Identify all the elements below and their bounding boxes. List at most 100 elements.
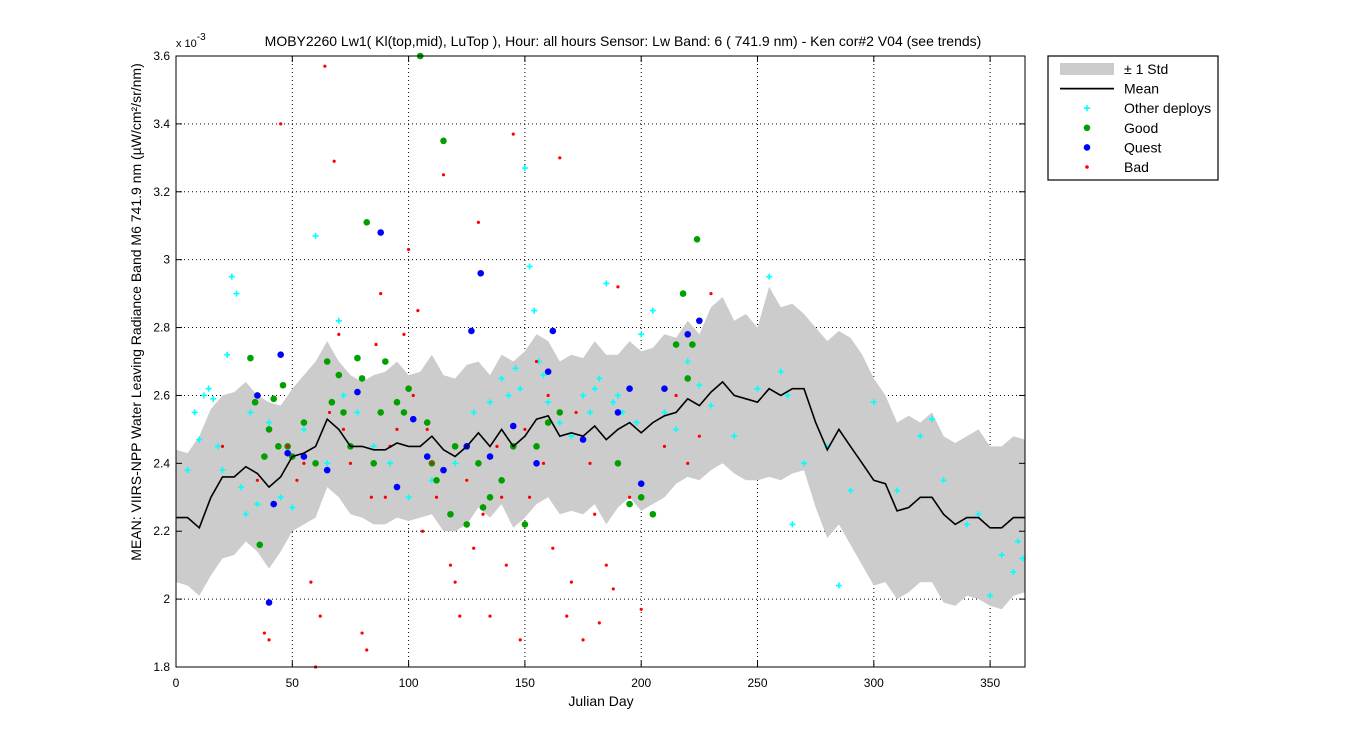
data-point [323, 64, 327, 68]
data-point [593, 512, 597, 516]
data-point [254, 501, 261, 508]
data-point [386, 460, 393, 467]
data-point [377, 229, 384, 236]
data-point [707, 402, 714, 409]
data-point [637, 493, 645, 501]
data-point [434, 495, 439, 499]
data-point [265, 599, 273, 606]
data-point [533, 443, 540, 450]
data-point [523, 427, 527, 431]
data-point [1015, 538, 1022, 545]
data-point [894, 487, 901, 494]
y-exponent-label: x 10-3 [176, 32, 206, 50]
data-point [591, 385, 598, 392]
data-point [327, 410, 332, 415]
x-tick-label: 150 [515, 676, 535, 690]
data-point [323, 466, 331, 474]
data-point [453, 580, 457, 584]
data-point [697, 434, 701, 438]
data-point [696, 317, 703, 325]
data-point [477, 269, 485, 277]
scatter-points [184, 52, 1026, 669]
data-point [210, 395, 217, 402]
data-point [238, 484, 245, 491]
data-point [789, 521, 796, 528]
data-point [214, 443, 221, 450]
data-point [527, 495, 532, 499]
data-point [766, 273, 773, 280]
data-point [684, 375, 692, 382]
data-point [987, 592, 994, 599]
legend-swatch-band [1060, 63, 1114, 75]
x-axis-label: Julian Day [568, 693, 633, 709]
data-point [579, 436, 587, 443]
data-point [393, 483, 401, 491]
y-tick-label: 2.2 [153, 524, 170, 538]
data-point [731, 433, 738, 440]
data-point [472, 546, 476, 550]
data-point [312, 232, 319, 239]
data-point [672, 341, 680, 348]
data-point [479, 504, 487, 511]
plot-border [175, 55, 1026, 668]
data-point [332, 159, 336, 163]
axis-ticks: 0 50 100 150 200 250 300 350 1.8 2 2.2 2.4 2.6 2.8 3 3.… [153, 49, 1025, 690]
legend-swatch-dot [1083, 144, 1091, 151]
data-point [1010, 568, 1017, 575]
data-point [277, 494, 284, 501]
x-tick-label: 300 [864, 676, 884, 690]
y-exponent-power: -3 [197, 32, 206, 43]
data-point [323, 358, 331, 365]
data-point [487, 399, 494, 406]
data-point [423, 453, 431, 460]
x-tick-label: 350 [980, 676, 1000, 690]
data-point [224, 351, 231, 358]
data-point [558, 156, 562, 160]
data-point [458, 614, 462, 618]
data-point [255, 478, 260, 482]
data-point [870, 399, 877, 406]
data-point [191, 409, 198, 416]
data-point [265, 426, 273, 433]
data-point [495, 444, 499, 448]
data-point [587, 409, 594, 416]
data-point [377, 409, 384, 416]
data-point [395, 427, 399, 431]
data-point [580, 392, 587, 399]
data-point [370, 460, 378, 467]
data-point [574, 410, 578, 415]
data-point [486, 493, 494, 501]
data-point [411, 393, 415, 398]
data-point [614, 392, 621, 399]
data-point [300, 419, 308, 426]
data-point [545, 399, 552, 406]
data-point [569, 580, 574, 584]
data-point [441, 173, 446, 177]
y-tick-label: 2 [163, 592, 170, 606]
data-point [383, 495, 387, 499]
data-point [184, 467, 191, 474]
data-point [262, 631, 266, 635]
data-point [689, 341, 696, 348]
data-point [400, 409, 408, 416]
data-point [358, 375, 366, 382]
data-point [354, 409, 361, 416]
data-point [686, 461, 690, 465]
data-point [546, 393, 550, 398]
data-point [275, 443, 282, 450]
data-point [975, 511, 982, 518]
data-point [363, 219, 371, 226]
data-point [649, 307, 656, 314]
legend-label: Quest [1124, 139, 1161, 155]
x-tick-label: 0 [173, 676, 180, 690]
data-point [498, 375, 505, 382]
data-point [505, 392, 512, 399]
std-band-area [176, 286, 1025, 610]
series-other-deploys [184, 165, 1026, 599]
data-point [409, 415, 417, 423]
data-point [300, 453, 308, 460]
y-tick-label: 3.4 [153, 117, 170, 131]
data-point [354, 354, 361, 362]
data-point [324, 460, 331, 467]
legend-label: Bad [1124, 159, 1149, 175]
